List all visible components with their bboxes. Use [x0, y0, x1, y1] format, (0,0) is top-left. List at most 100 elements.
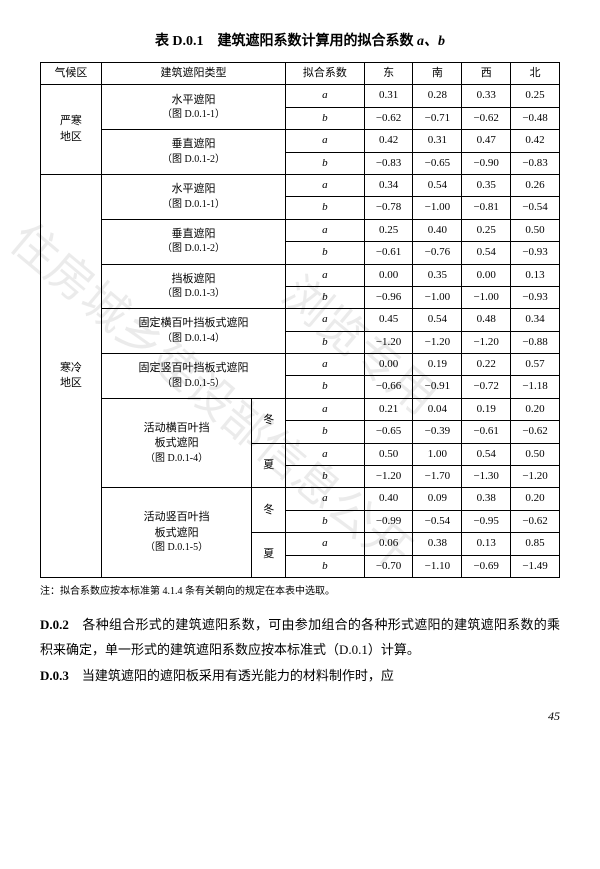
- region2-text: 寒冷 地区: [60, 362, 82, 389]
- col-east: 东: [364, 63, 413, 85]
- table-row: 固定横百叶挡板式遮阳（图 D.0.1-4） a 0.450.540.480.34: [41, 309, 560, 331]
- coef-b: b: [286, 376, 365, 398]
- para-label: D.0.3: [40, 668, 69, 683]
- val: −0.39: [413, 421, 462, 443]
- val: −1.20: [413, 331, 462, 353]
- type-name2: 板式遮阳: [104, 526, 249, 541]
- val: 0.54: [462, 443, 511, 465]
- type-ref: （图 D.0.1-4）: [104, 332, 283, 346]
- val: 0.28: [413, 85, 462, 107]
- val: 1.00: [413, 443, 462, 465]
- val: −0.71: [413, 107, 462, 129]
- val: 0.13: [462, 533, 511, 555]
- val: −0.83: [364, 152, 413, 174]
- val: 0.13: [511, 264, 560, 286]
- val: 0.54: [462, 242, 511, 264]
- type-cell: 固定横百叶挡板式遮阳（图 D.0.1-4）: [101, 309, 285, 354]
- type-cell: 挡板遮阳（图 D.0.1-3）: [101, 264, 285, 309]
- val: 0.06: [364, 533, 413, 555]
- val: −0.65: [413, 152, 462, 174]
- season-summer: 夏: [252, 533, 286, 578]
- type-cell: 活动竖百叶挡板式遮阳（图 D.0.1-5）: [101, 488, 251, 578]
- val: −1.00: [413, 286, 462, 308]
- type-name: 水平遮阳: [104, 182, 283, 197]
- page-number: 45: [40, 709, 560, 724]
- title-prefix: 表 D.0.1 建筑遮阳系数计算用的拟合系数: [155, 34, 417, 49]
- coef-a: a: [286, 130, 365, 152]
- table-row: 垂直遮阳（图 D.0.1-2） a 0.250.400.250.50: [41, 219, 560, 241]
- type-name: 垂直遮阳: [104, 227, 283, 242]
- type-ref: （图 D.0.1-1）: [104, 198, 283, 212]
- coef-b: b: [286, 242, 365, 264]
- table-title: 表 D.0.1 建筑遮阳系数计算用的拟合系数 a、b: [40, 30, 560, 50]
- type-ref: （图 D.0.1-2）: [104, 242, 283, 256]
- val: 0.42: [364, 130, 413, 152]
- val: −0.62: [511, 421, 560, 443]
- season-summer: 夏: [252, 443, 286, 488]
- val: −0.62: [511, 510, 560, 532]
- val: −1.00: [462, 286, 511, 308]
- val: 0.31: [413, 130, 462, 152]
- val: −0.48: [511, 107, 560, 129]
- season-winter: 冬: [252, 398, 286, 443]
- table-note: 注：拟合系数应按本标准第 4.1.4 条有关朝向的规定在本表中选取。: [40, 584, 560, 599]
- table-row: 寒冷 地区 水平遮阳（图 D.0.1-1） a 0.340.540.350.26: [41, 174, 560, 196]
- val: 0.38: [462, 488, 511, 510]
- val: −0.69: [462, 555, 511, 577]
- type-name: 活动竖百叶挡: [104, 510, 249, 525]
- val: −0.91: [413, 376, 462, 398]
- val: 0.40: [413, 219, 462, 241]
- type-name: 活动横百叶挡: [104, 421, 249, 436]
- type-cell: 活动横百叶挡板式遮阳（图 D.0.1-4）: [101, 398, 251, 488]
- val: −0.88: [511, 331, 560, 353]
- region-cell: 寒冷 地区: [41, 174, 102, 577]
- coef-a: a: [286, 354, 365, 376]
- val: −1.20: [511, 466, 560, 488]
- val: 0.45: [364, 309, 413, 331]
- val: −0.96: [364, 286, 413, 308]
- val: 0.40: [364, 488, 413, 510]
- table-row: 严寒 地区 水平遮阳（图 D.0.1-1） a 0.310.280.330.25: [41, 85, 560, 107]
- val: 0.31: [364, 85, 413, 107]
- val: 0.85: [511, 533, 560, 555]
- val: −0.70: [364, 555, 413, 577]
- val: 0.35: [413, 264, 462, 286]
- coef-b: b: [286, 107, 365, 129]
- val: 0.19: [413, 354, 462, 376]
- type-cell: 垂直遮阳（图 D.0.1-2）: [101, 219, 285, 264]
- val: −1.49: [511, 555, 560, 577]
- region-cell: 严寒 地区: [41, 85, 102, 175]
- title-ab: a、b: [417, 34, 445, 49]
- val: −1.20: [364, 331, 413, 353]
- val: 0.25: [511, 85, 560, 107]
- para-label: D.0.2: [40, 617, 69, 632]
- coef-a: a: [286, 309, 365, 331]
- val: 0.33: [462, 85, 511, 107]
- val: 0.34: [364, 174, 413, 196]
- coef-a: a: [286, 85, 365, 107]
- val: −0.65: [364, 421, 413, 443]
- val: 0.21: [364, 398, 413, 420]
- val: −1.10: [413, 555, 462, 577]
- val: 0.50: [511, 219, 560, 241]
- col-type: 建筑遮阳类型: [101, 63, 285, 85]
- type-cell: 固定竖百叶挡板式遮阳（图 D.0.1-5）: [101, 354, 285, 399]
- type-name: 挡板遮阳: [104, 272, 283, 287]
- val: 0.22: [462, 354, 511, 376]
- type-name: 水平遮阳: [104, 93, 283, 108]
- val: 0.00: [462, 264, 511, 286]
- val: 0.48: [462, 309, 511, 331]
- val: −0.62: [462, 107, 511, 129]
- val: −0.99: [364, 510, 413, 532]
- val: −0.54: [511, 197, 560, 219]
- paragraph-d02: D.0.2 各种组合形式的建筑遮阳系数，可由参加组合的各种形式遮阳的建筑遮阳系数…: [40, 613, 560, 662]
- val: −1.20: [364, 466, 413, 488]
- col-west: 西: [462, 63, 511, 85]
- coef-b: b: [286, 421, 365, 443]
- val: 0.19: [462, 398, 511, 420]
- type-cell: 水平遮阳（图 D.0.1-1）: [101, 85, 285, 130]
- type-name: 固定竖百叶挡板式遮阳: [104, 361, 283, 376]
- val: −0.81: [462, 197, 511, 219]
- val: 0.00: [364, 264, 413, 286]
- val: −0.54: [413, 510, 462, 532]
